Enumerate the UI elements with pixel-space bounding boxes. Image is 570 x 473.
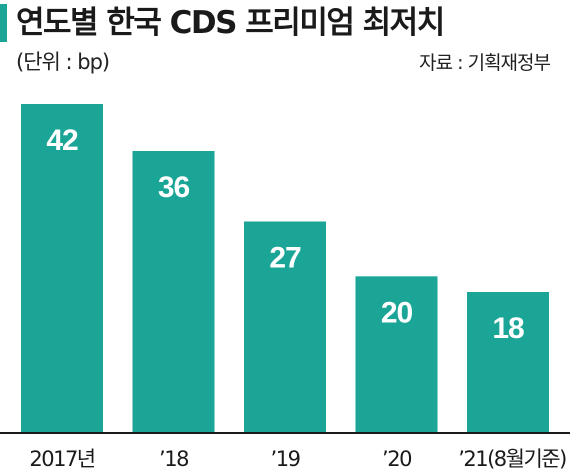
title-accent-bar (0, 4, 7, 42)
bar-value-label: 36 (158, 171, 190, 204)
unit-label: (단위 : bp) (16, 50, 110, 74)
x-tick-label: ’21(8월기준) (458, 447, 566, 471)
bar (132, 151, 215, 433)
bars-layer: 42 36 27 20 18 (21, 104, 549, 433)
source-label: 자료 : 기획재정부 (419, 52, 551, 74)
x-tick-label: ’18 (159, 447, 188, 471)
x-tick-label: ’19 (271, 447, 300, 471)
bar-value-label: 42 (46, 124, 78, 157)
bar-value-label: 18 (492, 312, 524, 345)
x-tick-label: 2017년 (29, 447, 94, 471)
bar-value-label: 27 (269, 242, 301, 275)
x-tick-label: ’20 (382, 447, 411, 471)
chart-title: 연도별 한국 CDS 프리미엄 최저치 (16, 5, 445, 41)
bar (467, 292, 549, 433)
bar-value-label: 20 (381, 296, 413, 329)
bar (21, 104, 103, 433)
bar (244, 221, 326, 433)
x-tick-labels: 2017년 ’18 ’19 ’20 ’21(8월기준) (29, 447, 567, 471)
bar (355, 276, 438, 433)
